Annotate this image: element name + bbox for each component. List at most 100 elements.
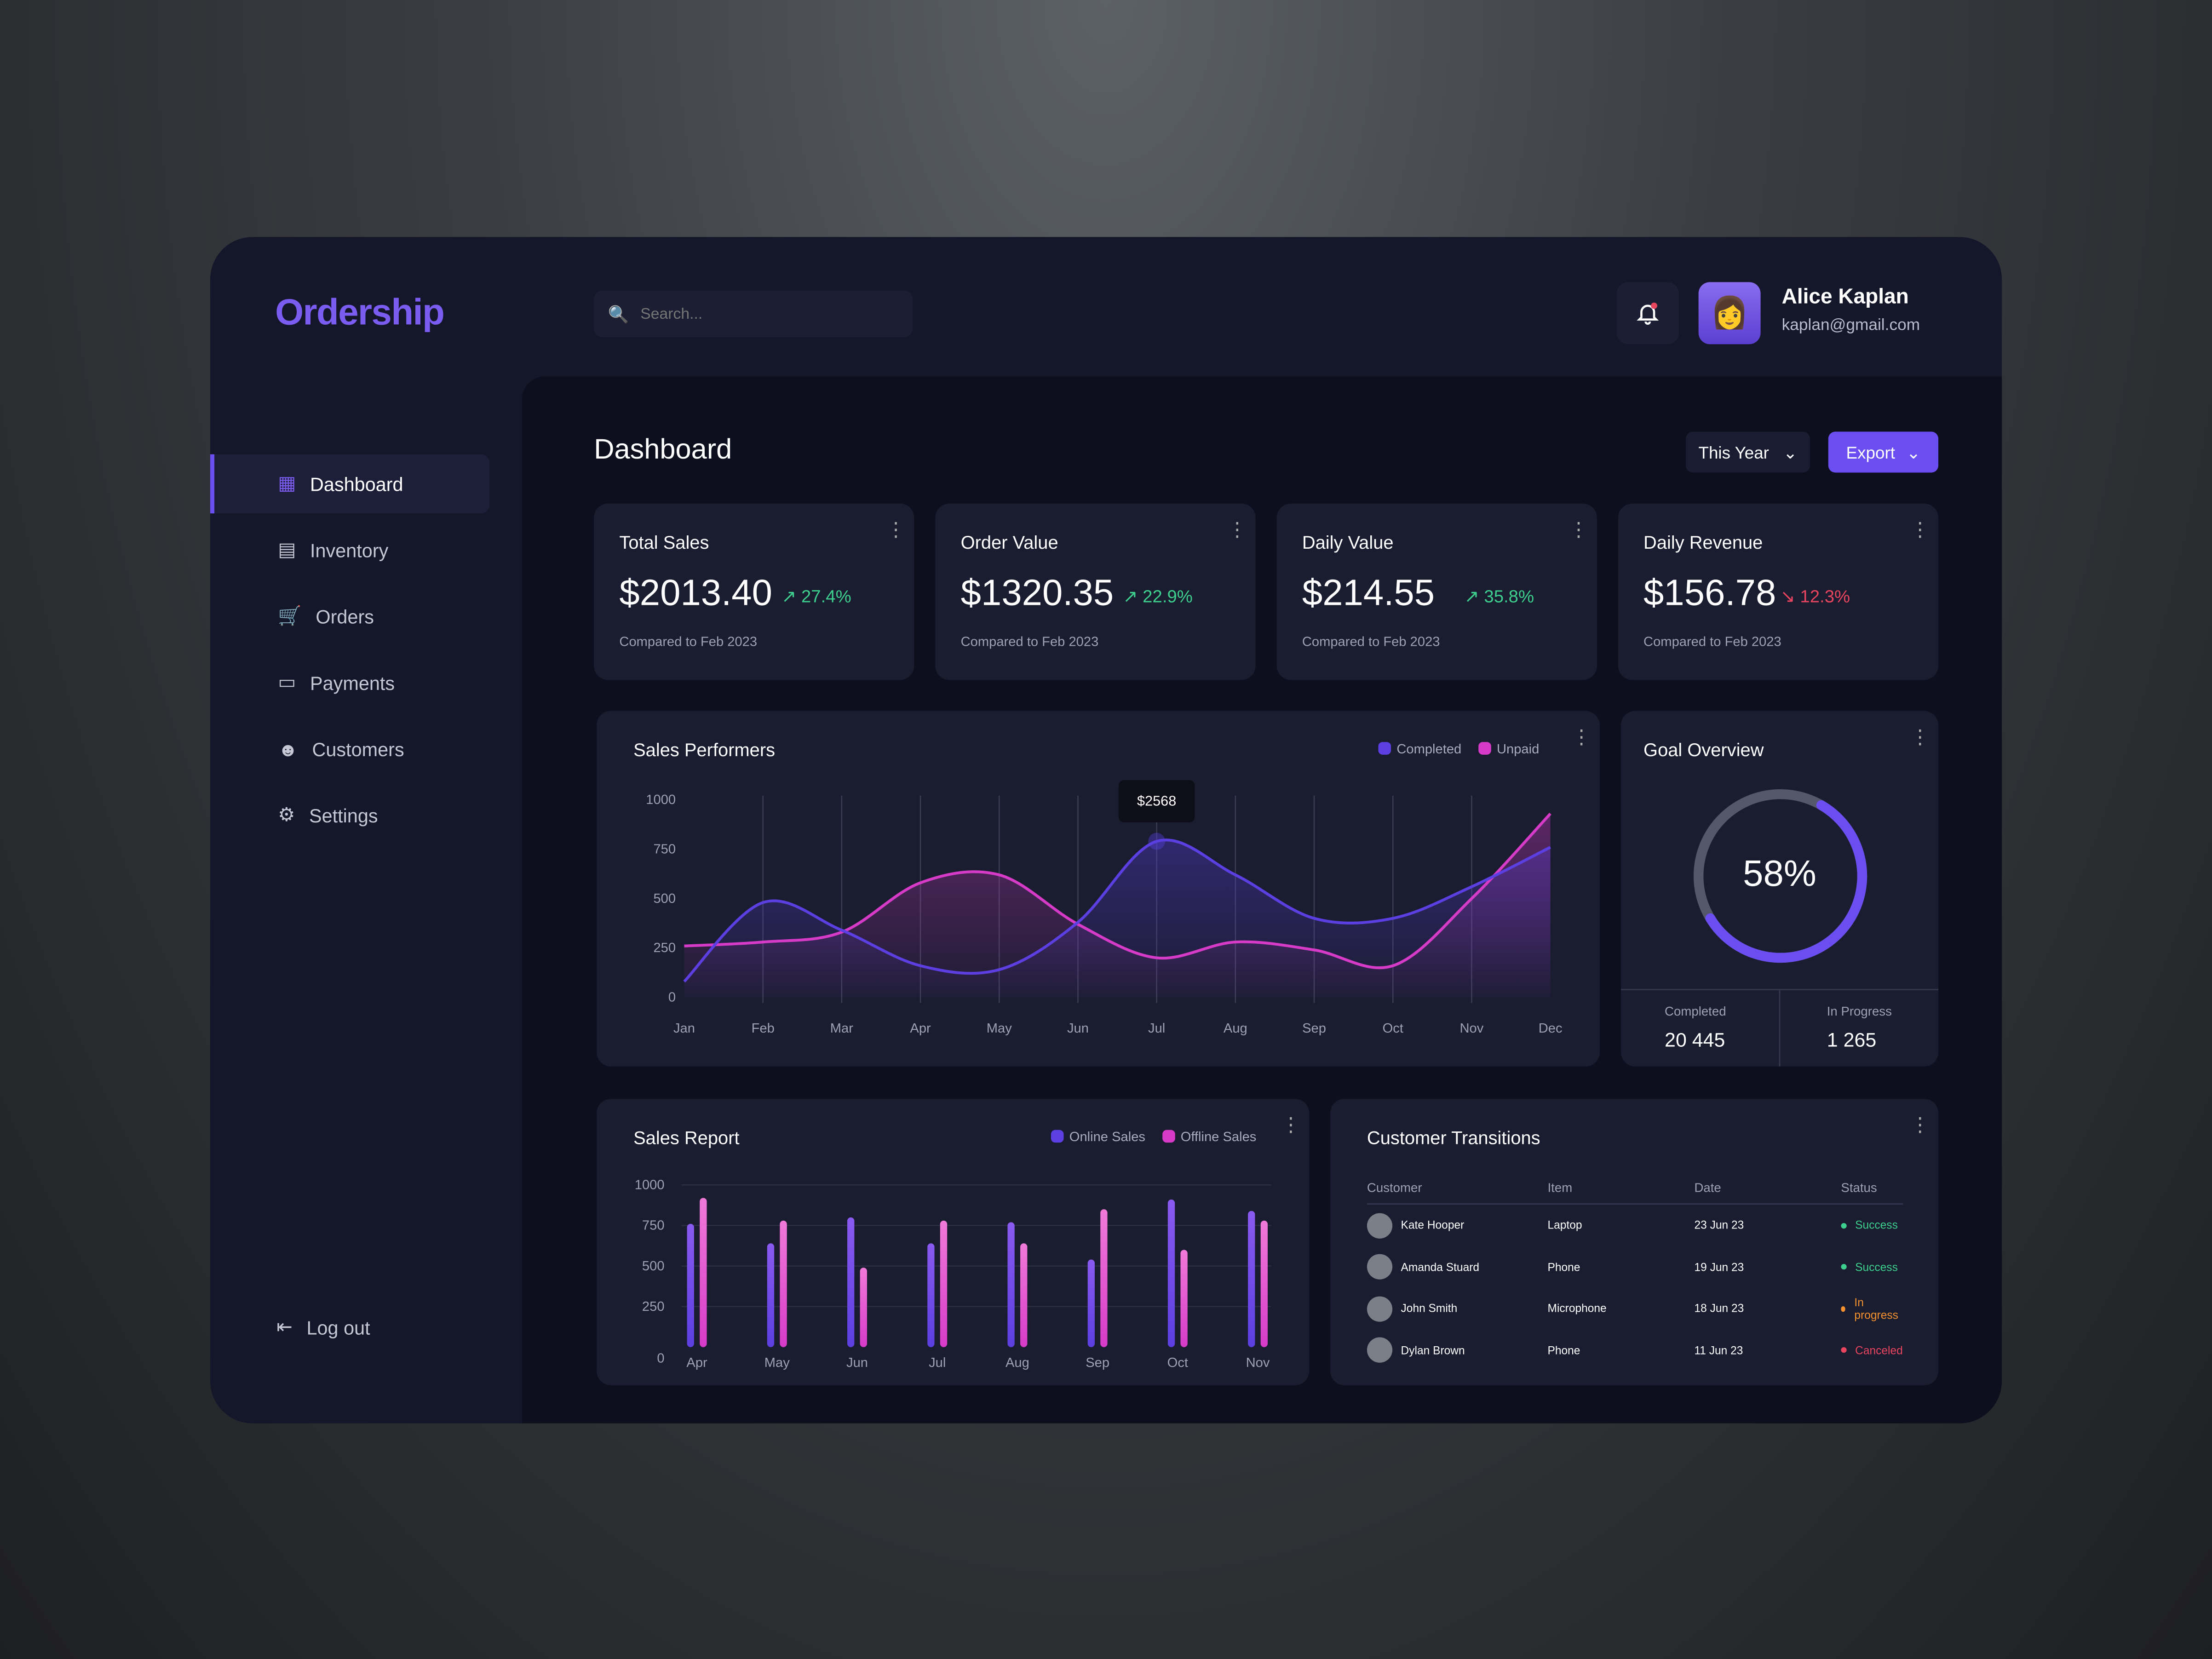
gear-icon: ⚙ [278,804,295,826]
y-tick-label: 500 [653,891,676,906]
customer-transitions-card: Customer Transitions ⋮ Customer Item Dat… [1330,1099,1939,1385]
chart-title: Sales Report [633,1127,740,1148]
y-tick-label: 1000 [635,1177,665,1192]
chart-legend: Completed Unpaid [1378,742,1539,758]
logout-label: Log out [306,1317,370,1338]
sidebar-item-payments[interactable]: ▭ Payments [210,653,489,712]
kpi-value: $214.55 [1302,571,1435,614]
period-select[interactable]: This Year ⌄ [1686,431,1810,473]
legend-online: Online Sales [1051,1130,1145,1145]
search-input[interactable] [638,304,883,324]
y-tick-label: 500 [642,1259,665,1274]
sidebar-item-settings[interactable]: ⚙ Settings [210,786,489,845]
status-badge: Canceled [1841,1344,1903,1357]
kpi-card: Total Sales ⋮ $2013.40 ↗ 27.4% Compared … [594,503,914,680]
goal-ring [1693,789,1867,963]
series-line-completed [683,838,1551,983]
customer-avatar [1367,1254,1393,1280]
transactions-table: Customer Item Date Status Kate Hooper La… [1367,1172,1903,1371]
bar-offline-Oct [1180,1250,1188,1347]
sidebar-item-label: Inventory [310,540,389,561]
x-tick-label: Jun [1067,1021,1089,1036]
avatar[interactable]: 👩 [1698,282,1761,344]
kpi-change: ↗ 27.4% [781,586,851,607]
chart-title: Sales Performers [633,739,776,761]
x-tick-label: Nov [1246,1355,1270,1370]
page-title: Dashboard [594,434,732,466]
completed-label: Completed [1665,1004,1726,1019]
table-row[interactable]: John Smith Microphone 18 Jun 23 In progr… [1367,1288,1903,1329]
highlight-point [1148,832,1166,850]
customer-avatar [1367,1296,1393,1322]
item: Laptop [1547,1219,1582,1232]
tooltip [1118,780,1195,823]
export-label: Export [1846,442,1895,462]
goal-title: Goal Overview [1643,739,1764,761]
more-options-icon[interactable]: ⋮ [1227,517,1247,540]
sidebar-item-label: Payments [310,672,395,694]
status-dot-icon [1841,1306,1846,1312]
users-icon: ☻ [278,738,298,760]
header-status: Status [1841,1181,1877,1195]
trend-up-icon: ↗ [1123,586,1138,607]
in-progress-label: In Progress [1827,1004,1892,1019]
bar-online-May [767,1243,775,1347]
chevron-down-icon: ⌄ [1906,442,1921,462]
trend-down-icon: ↘ [1780,586,1795,607]
kpi-value: $156.78 [1643,571,1776,614]
y-tick-label: 750 [653,842,676,857]
x-tick-label: Jun [846,1355,868,1370]
user-name: Alice Kaplan [1781,285,1909,309]
bar-offline-Aug [1020,1243,1028,1347]
table-row[interactable]: Amanda Stuard Phone 19 Jun 23 Success [1367,1246,1903,1288]
bar-offline-May [780,1220,787,1347]
sidebar-item-inventory[interactable]: ▤ Inventory [210,521,489,580]
table-row[interactable]: Dylan Brown Phone 11 Jun 23 Canceled [1367,1330,1903,1371]
header-item: Item [1547,1181,1573,1195]
x-tick-label: Feb [752,1021,775,1036]
x-tick-label: Jan [673,1021,695,1036]
export-button[interactable]: Export ⌄ [1828,431,1939,473]
bar-offline-Sep [1100,1209,1108,1347]
table-title: Customer Transitions [1367,1127,1540,1148]
item: Phone [1547,1344,1580,1357]
sidebar-item-label: Dashboard [310,473,403,494]
search-box[interactable]: 🔍 [594,290,913,338]
bar-offline-Nov [1260,1220,1268,1347]
trend-up-icon: ↗ [1464,586,1479,607]
legend-completed: Completed [1378,742,1461,758]
sales-report-card: Sales Report Online Sales Offline Sales … [597,1099,1310,1385]
x-tick-label: Sep [1086,1355,1109,1370]
more-options-icon[interactable]: ⋮ [1569,517,1589,540]
table-row[interactable]: Kate Hooper Laptop 23 Jun 23 Success [1367,1205,1903,1246]
bar-offline-Jun [860,1268,867,1347]
header-date: Date [1694,1181,1721,1195]
search-icon: 🔍 [608,304,629,324]
bar-online-Oct [1167,1200,1175,1347]
chevron-down-icon: ⌄ [1783,442,1798,462]
notification-button[interactable] [1616,282,1679,344]
sidebar-item-label: Settings [309,804,378,826]
user-email: kaplan@gmail.com [1781,317,1920,334]
customer-name: Kate Hooper [1401,1219,1465,1232]
more-options-icon[interactable]: ⋮ [1910,517,1930,540]
date: 11 Jun 23 [1694,1344,1743,1357]
store-icon: ▤ [278,539,296,560]
sidebar-item-dashboard[interactable]: ▦ Dashboard [210,454,490,514]
bar-online-Sep [1087,1259,1095,1347]
bar-offline-Jul [940,1220,948,1347]
area-1 [684,814,1551,998]
y-tick-label: 750 [642,1218,665,1233]
x-tick-label: Mar [830,1021,853,1036]
item: Microphone [1547,1302,1607,1315]
kpi-title: Daily Revenue [1643,532,1763,553]
logout-button[interactable]: ⇤ Log out [276,1316,370,1339]
more-options-icon[interactable]: ⋮ [1910,1113,1930,1136]
sidebar-item-customers[interactable]: ☻ Customers [210,719,489,779]
logout-icon: ⇤ [276,1316,293,1338]
bar-chart: 1000 750 500 250 0 Apr May Jun Jul Aug Sep Oct Nov [635,1177,1271,1370]
y-tick-label: 1000 [646,792,676,807]
status-dot-icon [1841,1264,1847,1270]
more-options-icon[interactable]: ⋮ [886,517,906,540]
sidebar-item-orders[interactable]: 🛒 Orders [210,587,489,646]
